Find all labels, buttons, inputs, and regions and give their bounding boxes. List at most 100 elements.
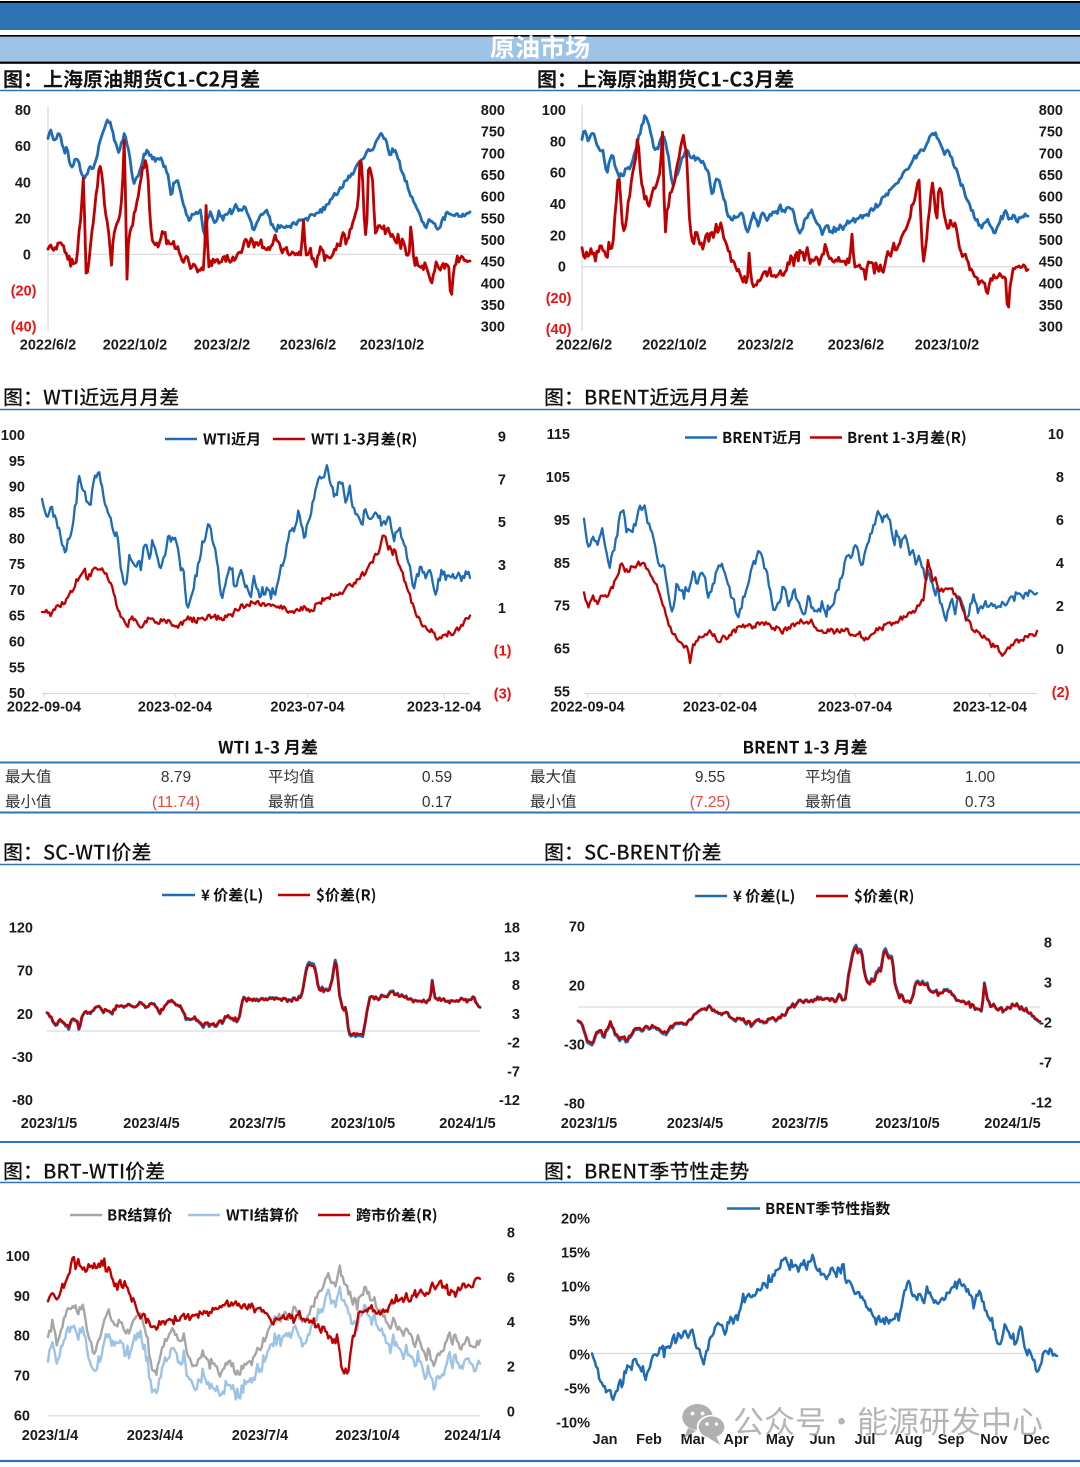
svg-text:10%: 10% [561,1280,590,1296]
svg-text:2023/1/5: 2023/1/5 [561,1116,617,1132]
svg-text:-80: -80 [12,1093,33,1109]
svg-text:2023-02-04: 2023-02-04 [683,700,757,716]
svg-text:Nov: Nov [980,1432,1007,1448]
svg-text:115: 115 [547,427,570,443]
svg-text:2022/6/2: 2022/6/2 [20,338,76,354]
svg-text:750: 750 [1039,125,1063,141]
svg-text:2023/2/2: 2023/2/2 [194,338,250,354]
svg-text:80: 80 [15,103,31,119]
svg-text:20: 20 [17,1007,33,1023]
svg-text:550: 550 [481,211,505,227]
svg-text:-80: -80 [564,1097,585,1113]
svg-text:70: 70 [17,964,33,980]
svg-text:Aug: Aug [894,1432,922,1448]
svg-text:2022/6/2: 2022/6/2 [556,338,612,354]
svg-text:(7.25): (7.25) [690,794,731,811]
svg-text:0.73: 0.73 [965,794,995,811]
svg-text:75: 75 [554,599,570,615]
svg-text:Apr: Apr [724,1432,749,1448]
svg-text:600: 600 [481,190,505,206]
svg-text:40: 40 [15,175,31,191]
svg-text:2023/2/2: 2023/2/2 [737,338,793,354]
svg-text:105: 105 [546,470,570,486]
svg-text:-7: -7 [507,1064,520,1080]
svg-text:(1): (1) [494,644,512,660]
svg-text:2023/1/5: 2023/1/5 [21,1116,77,1132]
svg-text:40: 40 [550,197,566,213]
svg-text:2023-07-04: 2023-07-04 [818,700,892,716]
svg-text:0.17: 0.17 [422,794,452,811]
svg-text:1.00: 1.00 [965,769,996,786]
svg-text:2022-09-04: 2022-09-04 [7,700,81,716]
svg-text:75: 75 [9,557,25,573]
svg-text:-10%: -10% [556,1416,590,1432]
svg-text:2024/1/5: 2024/1/5 [439,1116,495,1132]
svg-text:65: 65 [9,609,25,625]
svg-text:2023/10/5: 2023/10/5 [331,1116,396,1132]
svg-text:60: 60 [9,634,25,650]
svg-text:2024/1/4: 2024/1/4 [444,1428,500,1444]
svg-text:70: 70 [569,920,585,936]
svg-text:400: 400 [1039,276,1063,292]
svg-text:(2): (2) [1052,685,1070,701]
svg-text:2023/10/2: 2023/10/2 [915,338,980,354]
svg-text:800: 800 [481,103,505,119]
svg-text:2023-02-04: 2023-02-04 [138,700,212,716]
svg-text:8: 8 [1044,936,1052,952]
svg-text:90: 90 [9,480,25,496]
svg-text:700: 700 [481,146,505,162]
svg-text:9: 9 [498,430,506,446]
svg-text:18: 18 [504,921,520,937]
svg-text:(11.74): (11.74) [152,794,200,811]
svg-text:Jun: Jun [810,1432,836,1448]
svg-text:Feb: Feb [636,1432,662,1448]
svg-text:2023-12-04: 2023-12-04 [953,700,1027,716]
svg-text:55: 55 [9,660,25,676]
svg-text:8: 8 [512,978,520,994]
svg-text:80: 80 [550,134,566,150]
svg-text:-2: -2 [507,1036,520,1052]
svg-text:-2: -2 [1039,1016,1052,1032]
svg-text:(3): (3) [494,686,512,702]
svg-text:Jul: Jul [855,1432,876,1448]
svg-text:0%: 0% [569,1348,590,1364]
svg-text:2023/6/2: 2023/6/2 [280,338,336,354]
svg-text:60: 60 [550,166,566,182]
svg-text:500: 500 [481,233,505,249]
svg-text:-12: -12 [1031,1096,1052,1112]
svg-text:15%: 15% [561,1246,590,1262]
svg-text:350: 350 [1039,298,1063,314]
svg-text:80: 80 [9,531,25,547]
svg-text:2023/10/4: 2023/10/4 [335,1428,400,1444]
svg-text:5: 5 [498,515,506,531]
svg-text:100: 100 [6,1249,30,1265]
svg-text:80: 80 [14,1329,30,1345]
svg-text:May: May [766,1432,794,1448]
svg-text:6: 6 [1056,513,1064,529]
svg-text:2023/7/4: 2023/7/4 [232,1428,288,1444]
svg-text:2023/4/5: 2023/4/5 [123,1116,179,1132]
svg-text:10: 10 [1048,427,1064,443]
svg-text:4: 4 [1056,556,1064,572]
svg-text:2023/4/5: 2023/4/5 [667,1116,723,1132]
svg-text:2023/7/5: 2023/7/5 [229,1116,285,1132]
svg-text:2022/10/2: 2022/10/2 [103,338,168,354]
svg-text:3: 3 [512,1007,520,1023]
svg-text:2022-09-04: 2022-09-04 [550,700,624,716]
svg-text:2: 2 [507,1360,515,1376]
svg-text:0: 0 [1056,642,1064,658]
svg-text:(20): (20) [546,291,572,307]
svg-text:9.55: 9.55 [695,769,725,786]
svg-text:8.79: 8.79 [161,769,191,786]
svg-text:20%: 20% [561,1212,590,1228]
svg-text:350: 350 [481,298,505,314]
svg-text:650: 650 [1039,168,1063,184]
svg-text:700: 700 [1039,146,1063,162]
svg-text:5%: 5% [569,1314,590,1330]
svg-text:7: 7 [498,472,506,488]
svg-text:120: 120 [9,921,33,937]
svg-text:Sep: Sep [938,1432,965,1448]
svg-text:1: 1 [498,601,506,617]
svg-text:800: 800 [1039,103,1063,119]
svg-text:2024/1/5: 2024/1/5 [984,1116,1040,1132]
